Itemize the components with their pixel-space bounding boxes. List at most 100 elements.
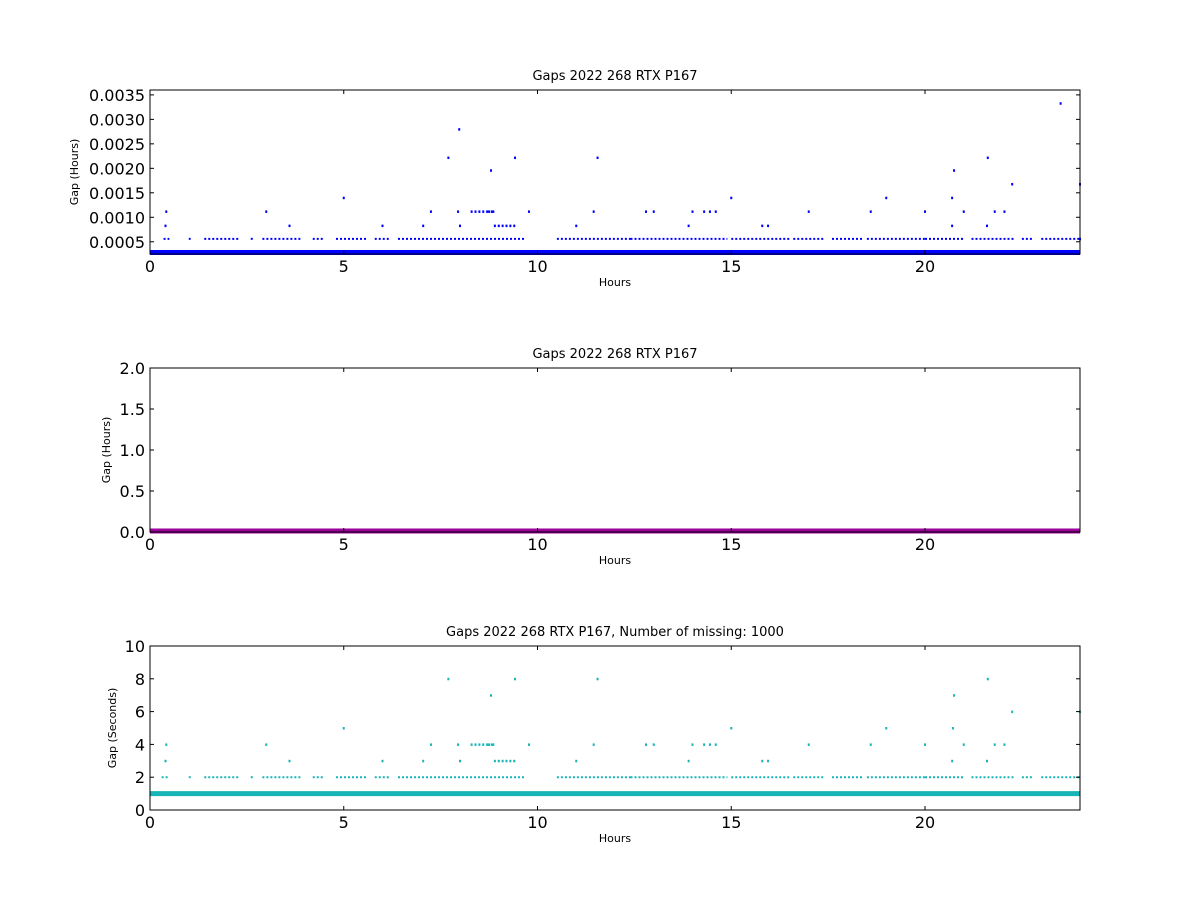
data-point (497, 224, 500, 228)
data-point (652, 743, 655, 746)
data-point (497, 759, 500, 763)
subplot-3-title: Gaps 2022 268 RTX P167, Number of missin… (446, 625, 784, 640)
subplot-2-yticks: 0.0 0.5 1.0 1.5 2.0 (120, 359, 1080, 542)
data-point (513, 224, 516, 228)
y-tick-label: 0.0020 (89, 159, 145, 178)
x-tick-label: 10 (527, 535, 547, 554)
data-point (527, 210, 530, 213)
data-point (951, 196, 954, 200)
data-point (730, 727, 733, 730)
data-point (447, 156, 450, 160)
y-tick-label: 4 (135, 735, 145, 754)
data-point (714, 743, 717, 746)
data-point (429, 210, 432, 213)
data-point (924, 210, 926, 213)
x-tick-label: 10 (527, 813, 547, 832)
data-point (470, 743, 473, 746)
y-tick-label: 0.0030 (89, 110, 145, 129)
data-point (488, 743, 491, 746)
y-tick-label: 0 (135, 801, 145, 820)
data-point (492, 743, 495, 746)
subplot-3-yticks: 0 2 4 6 8 10 (125, 637, 1080, 820)
x-tick-label: 15 (721, 813, 741, 832)
data-point (493, 759, 496, 763)
data-point (490, 694, 492, 697)
y-tick-label: 1.0 (120, 441, 145, 460)
data-point (486, 210, 489, 213)
data-point (490, 743, 493, 746)
data-point (1011, 710, 1014, 714)
data-point (381, 759, 384, 763)
data-point (165, 210, 168, 213)
data-point (490, 169, 492, 172)
data-point (807, 743, 810, 746)
data-point (482, 210, 485, 213)
subplot-2-xlabel: Hours (599, 554, 631, 567)
data-point (1003, 210, 1006, 213)
subplot-1-xlabel: Hours (599, 276, 631, 289)
subplot-1-yticks: 0.0005 0.0010 0.0015 0.0020 0.0025 0.0030 0.00… (89, 86, 1080, 252)
y-tick-label: 8 (135, 670, 145, 689)
data-point (962, 743, 965, 746)
subplot-3-frame (149, 645, 1081, 811)
x-tick-label: 15 (721, 257, 741, 276)
data-point (703, 743, 706, 746)
subplot-2-ylabel: Gap (Hours) (100, 417, 113, 484)
data-point (986, 156, 989, 160)
y-tick-label: 2 (135, 768, 145, 787)
y-tick-label: 0.0005 (89, 233, 145, 252)
data-point (422, 759, 425, 763)
x-tick-label: 20 (915, 257, 935, 276)
subplot-2-title: Gaps 2022 268 RTX P167 (532, 347, 697, 362)
data-point (761, 224, 764, 228)
data-point (492, 210, 495, 213)
data-point (993, 210, 996, 213)
data-point (714, 210, 717, 213)
data-point (459, 224, 461, 228)
data-point (869, 210, 872, 213)
data-point (924, 743, 926, 746)
subplot-1-frame (149, 89, 1081, 255)
data-point (265, 210, 268, 213)
y-tick-label: 1.5 (120, 400, 145, 419)
subplot-3-ylabel: Gap (Seconds) (106, 688, 119, 769)
data-point (470, 210, 473, 213)
data-point (509, 224, 512, 228)
y-tick-label: 0.0035 (89, 86, 145, 105)
data-point (703, 210, 706, 213)
data-point (288, 224, 291, 228)
data-point (592, 210, 595, 213)
data-point (458, 128, 461, 131)
data-point (505, 224, 508, 228)
subplot-2: Gaps 2022 268 RTX P167 0 5 10 15 20 0.0 0.5 1.… (100, 347, 1081, 567)
x-tick-label: 0 (145, 257, 155, 276)
data-point (514, 677, 517, 681)
x-tick-label: 0 (145, 813, 155, 832)
data-point (645, 210, 647, 213)
x-tick-label: 5 (339, 813, 349, 832)
subplot-1: Gaps 2022 268 RTX P167 0 5 10 15 20 0.00050.… (68, 69, 1081, 289)
data-point (993, 743, 996, 746)
subplot-3-xlabel: Hours (599, 832, 631, 845)
subplot-3-data (150, 677, 1081, 797)
data-point (951, 727, 954, 730)
x-tick-label: 10 (527, 257, 547, 276)
data-point (1011, 182, 1014, 186)
y-tick-label: 0.5 (120, 482, 145, 501)
data-point (459, 759, 461, 763)
data-point (474, 743, 477, 746)
data-point (730, 196, 733, 200)
data-point (708, 210, 711, 213)
y-tick-label: 2.0 (120, 359, 145, 378)
data-point (486, 743, 489, 746)
data-point (953, 694, 956, 697)
y-tick-label: 0.0 (120, 523, 145, 542)
y-tick-label: 0.0010 (89, 208, 145, 227)
y-tick-label: 10 (125, 637, 145, 656)
data-point (501, 759, 504, 763)
subplot-1-title: Gaps 2022 268 RTX P167 (532, 69, 697, 84)
x-tick-label: 20 (915, 813, 935, 832)
data-point (381, 224, 384, 228)
data-point (953, 169, 956, 172)
data-point (761, 759, 764, 763)
